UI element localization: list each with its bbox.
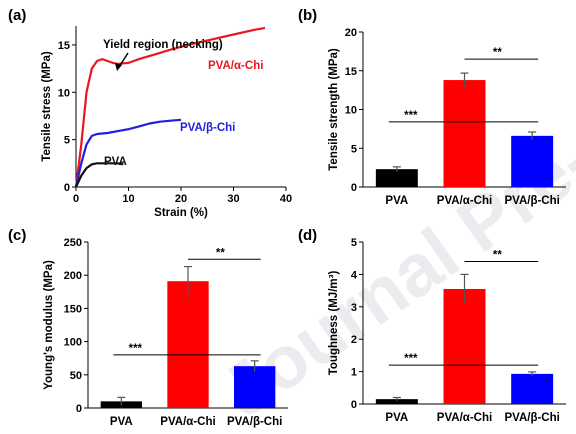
category-label: PVA/β-Chi [227, 416, 282, 428]
series-label: PVA/β-Chi [180, 122, 235, 134]
significance-label: ** [493, 249, 502, 261]
series-label: PVA/α-Chi [208, 60, 263, 72]
annotation-arrow-head [115, 63, 122, 71]
category-label: PVA [110, 416, 133, 428]
y-tick-label: 3 [351, 302, 357, 314]
x-tick-label: 40 [280, 193, 292, 205]
y-tick-label: 10 [345, 105, 357, 117]
y-tick-label: 150 [64, 303, 82, 315]
series-line-1 [74, 118, 182, 188]
y-tick-label: 10 [58, 87, 70, 99]
y-tick-label: 250 [64, 237, 82, 249]
x-tick-label: 10 [122, 193, 134, 205]
category-label: PVA/β-Chi [504, 195, 559, 207]
significance-label: *** [404, 110, 418, 122]
y-tick-label: 5 [64, 135, 70, 147]
y-tick-label: 2 [351, 334, 357, 346]
bar-1 [167, 281, 209, 408]
y-tick-label: 5 [351, 237, 357, 249]
y-tick-label: 15 [58, 40, 70, 52]
panel-label: (a) [8, 7, 26, 24]
y-tick-label: 200 [64, 270, 82, 282]
y-tick-label: 0 [76, 403, 82, 415]
category-label: PVA [385, 195, 408, 207]
y-tick-label: 0 [351, 399, 357, 411]
category-label: PVA/α-Chi [437, 195, 492, 207]
significance-label: ** [493, 47, 502, 59]
series-label: PVA [104, 156, 127, 168]
y-tick-label: 4 [351, 269, 358, 281]
bar-1 [443, 288, 486, 404]
panel-b: 0 5 10 15 20 Tensile strength (MPa) (b) PVA PVA/… [298, 7, 566, 207]
bar-2 [234, 366, 276, 408]
y-tick-label: 0 [351, 182, 357, 194]
y-tick-label: 0 [64, 182, 70, 194]
y-axis-title: Tensile stress (MPa) [41, 51, 53, 162]
bar-0 [375, 399, 418, 404]
significance-label: *** [404, 353, 418, 365]
y-tick-label: 5 [351, 143, 357, 155]
panel-c: 0 50 100 150 200 250 Young's modulus (MPa) (c) P… [8, 227, 288, 428]
series-line-2 [75, 162, 124, 188]
y-tick-label: 15 [345, 66, 357, 78]
category-label: PVA/α-Chi [437, 412, 492, 424]
category-label: PVA/β-Chi [504, 412, 559, 424]
x-tick-label: 30 [227, 193, 239, 205]
category-label: PVA/α-Chi [160, 416, 215, 428]
panel-label: (d) [298, 227, 317, 244]
y-axis-title: Young's modulus (MPa) [43, 260, 55, 390]
x-tick-label: 0 [73, 193, 79, 205]
annotation-text: Yield region (necking) [103, 39, 223, 51]
significance-label: *** [129, 343, 143, 355]
y-tick-label: 20 [345, 27, 357, 39]
category-label: PVA [385, 412, 408, 424]
bar-2 [511, 135, 554, 187]
panel-label: (c) [8, 227, 26, 244]
y-tick-label: 1 [351, 367, 357, 379]
y-tick-label: 100 [64, 337, 82, 349]
significance-label: ** [216, 247, 225, 259]
panel-label: (b) [298, 7, 317, 24]
panel-a: 0 5 10 15 Tensile stress (MPa) (a) 0 10 20 30 40 St… [8, 7, 292, 219]
series-line-0 [74, 26, 266, 188]
y-axis-title: Tensile strength (MPa) [328, 48, 340, 171]
bar-1 [443, 80, 486, 187]
x-axis-title: Strain (%) [154, 207, 208, 219]
y-axis-title: Toughness (MJ/m³) [328, 271, 340, 376]
y-tick-label: 50 [70, 370, 82, 382]
panel-d: 0 1 2 3 4 5 Toughness (MJ/m³) (d) PVA PVA/α-Chi PV… [298, 227, 566, 424]
bar-2 [511, 373, 554, 404]
x-tick-label: 20 [175, 193, 187, 205]
bar-0 [375, 169, 418, 187]
